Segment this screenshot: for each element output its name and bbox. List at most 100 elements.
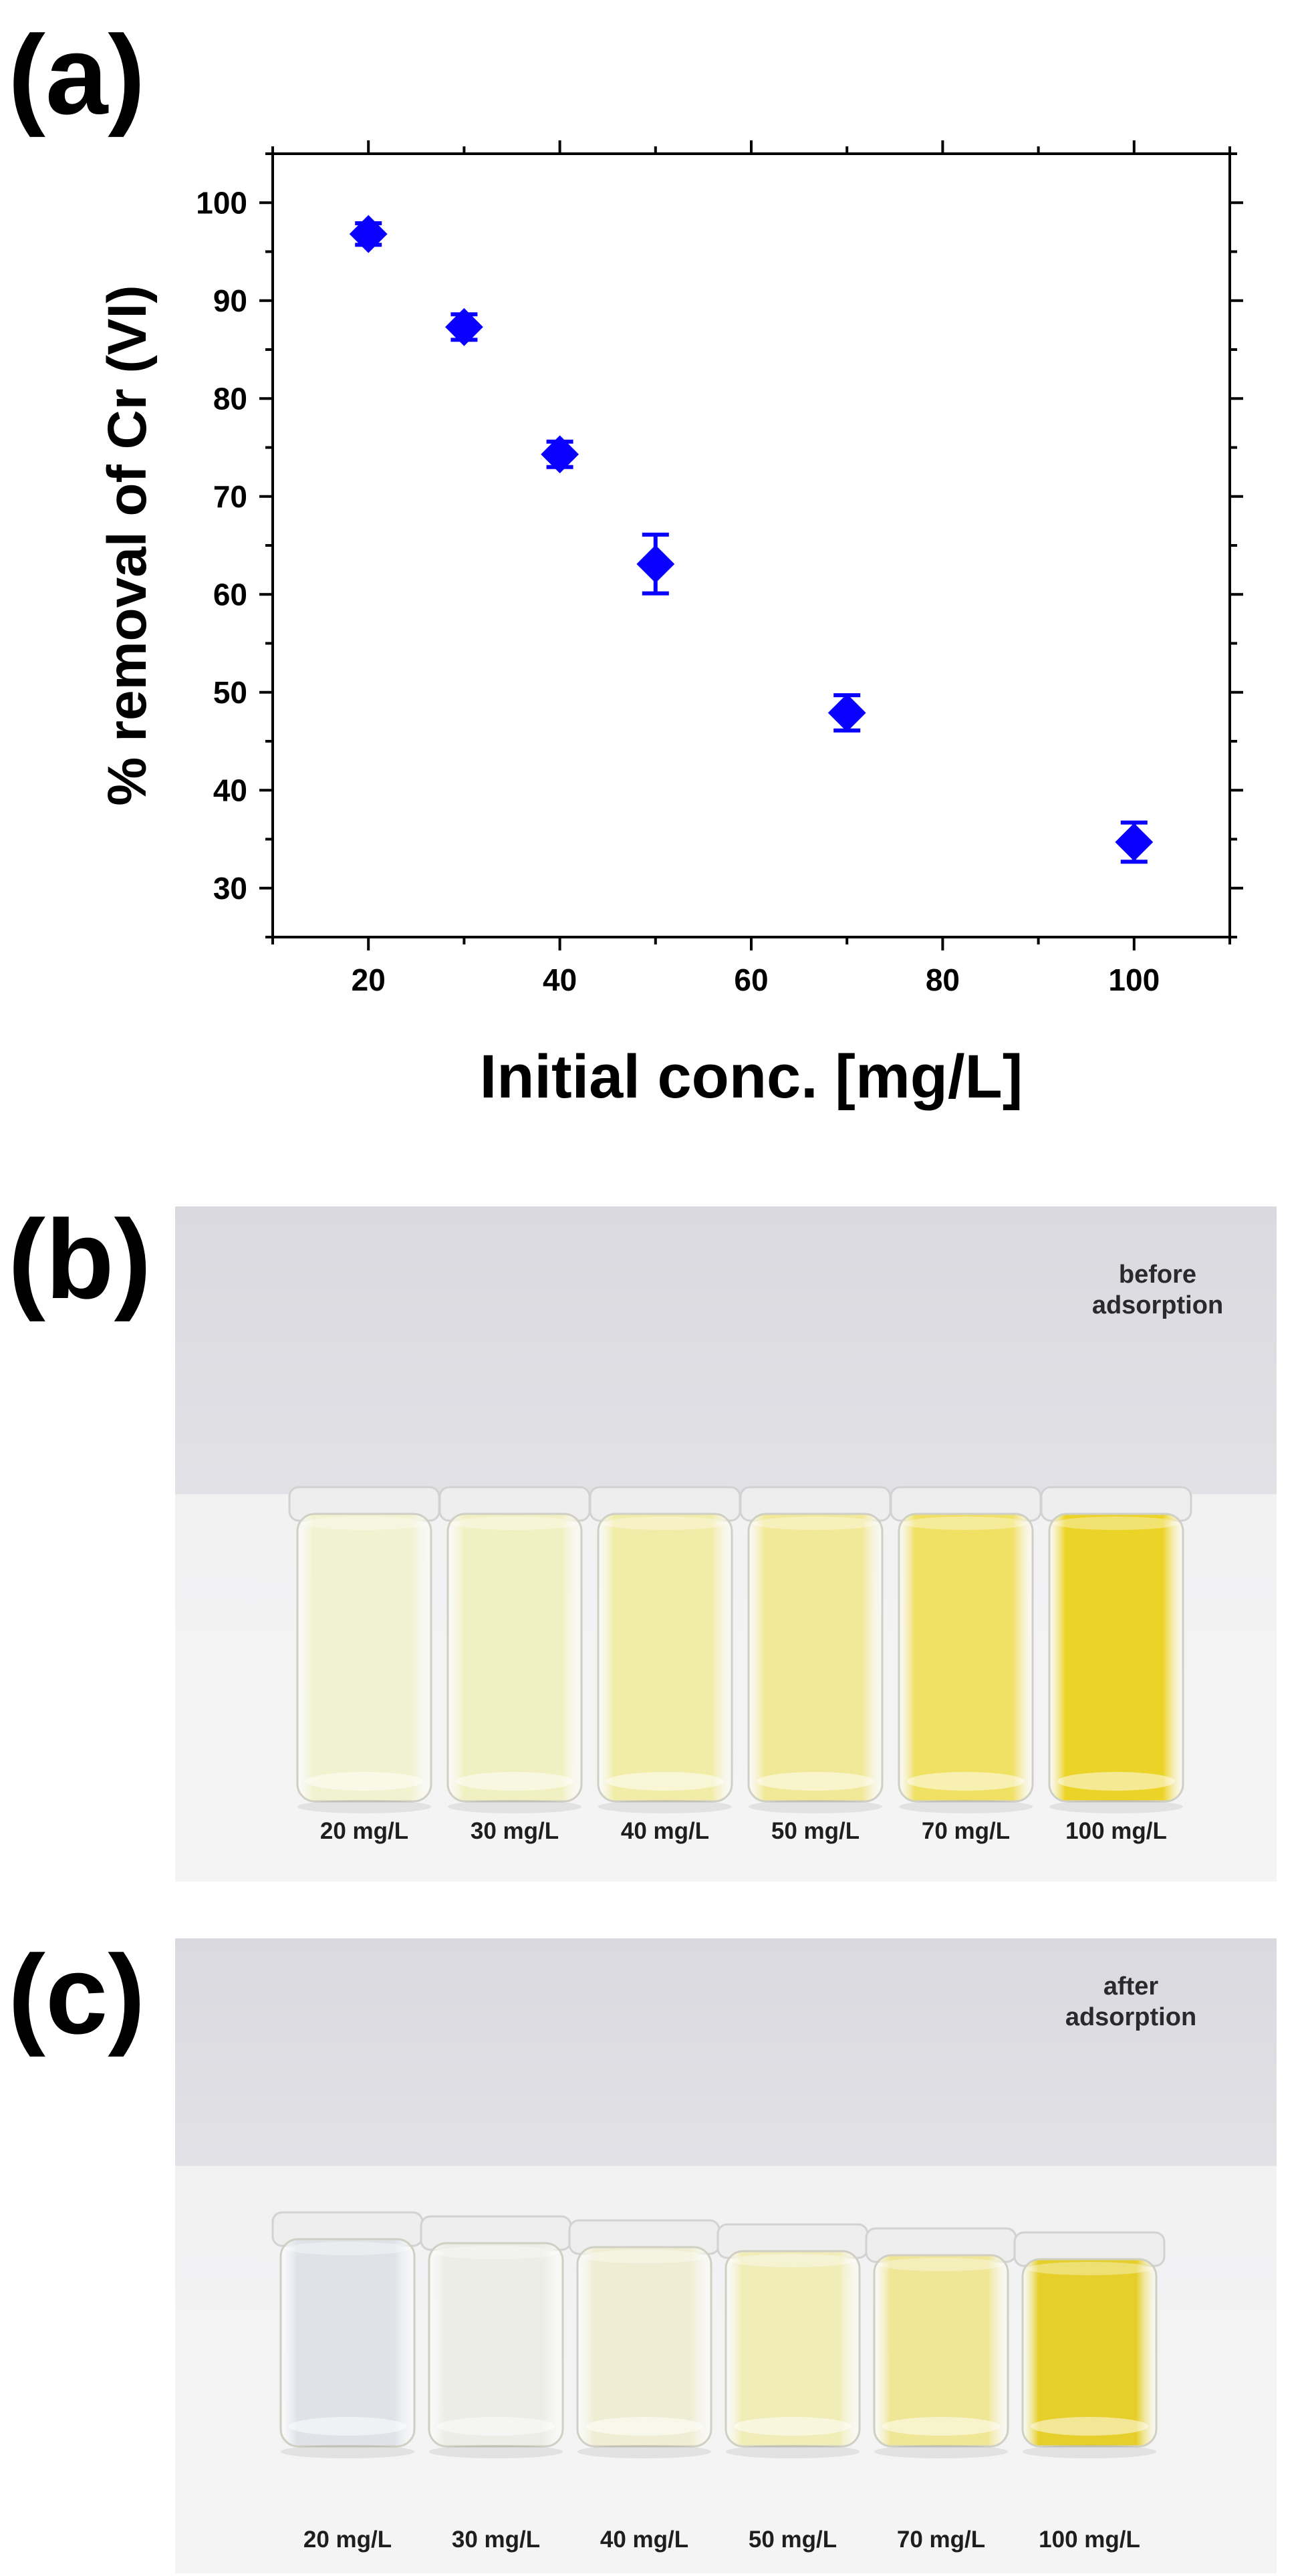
x-tick-label: 80	[926, 962, 960, 997]
caption-line-2: adsorption	[1065, 2003, 1197, 2031]
vial	[420, 2215, 572, 2458]
panel-label-a: (a)	[8, 12, 146, 138]
diamond-marker	[1115, 823, 1154, 862]
x-tick-label: 40	[543, 962, 577, 997]
vial-solution	[1048, 1513, 1184, 1803]
panel-label-b: (b)	[8, 1196, 152, 1322]
vial-base-reflection	[1031, 2417, 1148, 2436]
vial-solution	[898, 1513, 1034, 1803]
plot-frame	[271, 152, 1231, 938]
vial-base-reflection	[907, 1772, 1025, 1791]
vial-meniscus	[452, 1517, 577, 1530]
caption-line-1: after	[1103, 1972, 1159, 2001]
vial-shadow	[297, 1800, 431, 1813]
vial-base-reflection	[305, 1772, 423, 1791]
caption-line-1: before	[1118, 1261, 1197, 1289]
x-tick-label: 60	[734, 962, 768, 997]
vial-solution	[446, 1513, 583, 1803]
x-axis-title: Initial conc. [mg/L]	[480, 1043, 1023, 1111]
y-tick-label: 80	[213, 381, 247, 416]
data-point	[1115, 820, 1154, 864]
vial-solution	[873, 2254, 1009, 2448]
data-point	[444, 307, 483, 346]
diamond-marker	[541, 435, 579, 474]
vial-meniscus	[1053, 1517, 1179, 1530]
vial-solution	[576, 2246, 712, 2448]
vial-meniscus	[433, 2246, 559, 2259]
y-tick-label: 30	[213, 871, 247, 906]
y-axis-title: % removal of Cr (VI)	[97, 285, 158, 805]
vial-meniscus	[753, 1517, 878, 1530]
vial	[739, 1486, 892, 1813]
vial-meniscus	[602, 1517, 728, 1530]
caption-before-adsorption: before adsorption	[1064, 1260, 1251, 1321]
vial-shadow	[749, 1800, 882, 1813]
vial-shadow	[281, 2445, 414, 2458]
vial-shadow	[448, 1800, 581, 1813]
diamond-marker	[349, 215, 388, 253]
diamond-marker	[444, 307, 483, 346]
vial	[890, 1486, 1042, 1813]
diamond-marker	[636, 545, 675, 584]
panel-label-c: (c)	[8, 1932, 146, 2057]
vial-concentration-label: 20 mg/L	[303, 2527, 392, 2553]
photo-before-adsorption: before adsorption 20 mg/L 30 mg/L 40 mg/L 5…	[175, 1206, 1277, 1882]
vial-base-reflection	[757, 1772, 874, 1791]
vial	[716, 2223, 869, 2458]
vial-meniscus	[285, 2242, 410, 2255]
vial-concentration-label: 30 mg/L	[451, 2527, 541, 2553]
vial-solution	[725, 2250, 861, 2448]
vial-shadow	[726, 2445, 860, 2458]
vial-meniscus	[878, 2258, 1004, 2271]
vial-shadow	[429, 2445, 563, 2458]
scatter-chart: 20 40 60 80 100 30 40 50 60 70 80 90 100 Initial conc…	[97, 140, 1243, 1111]
x-tick-label: 20	[352, 962, 386, 997]
vial	[865, 2227, 1017, 2458]
vial-shadow	[874, 2445, 1008, 2458]
vial-meniscus	[730, 2254, 856, 2267]
vial-base-reflection	[734, 2417, 852, 2436]
vial	[1040, 1486, 1192, 1813]
vial-solution	[279, 2238, 416, 2448]
vial-meniscus	[1027, 2262, 1152, 2275]
data-point	[636, 532, 675, 596]
data-point	[827, 693, 866, 733]
y-tick-label: 50	[213, 675, 247, 710]
vial-base-reflection	[882, 2417, 1000, 2436]
vial-shadow	[899, 1800, 1033, 1813]
diamond-marker	[827, 694, 866, 732]
vial-shadow	[598, 1800, 732, 1813]
vial-shadow	[1049, 1800, 1183, 1813]
vial-concentration-label: 70 mg/L	[896, 2527, 986, 2553]
vial-concentration-label: 40 mg/L	[620, 1818, 710, 1844]
data-point	[541, 435, 579, 474]
vial-solution	[428, 2242, 564, 2448]
vial-concentration-label: 20 mg/L	[319, 1818, 409, 1844]
data-point	[349, 215, 388, 253]
caption-line-2: adsorption	[1091, 1291, 1224, 1319]
vial-concentration-label: 50 mg/L	[748, 2527, 837, 2553]
vial	[288, 1486, 440, 1813]
vial	[1013, 2231, 1166, 2458]
vial-base-reflection	[437, 2417, 555, 2436]
vial	[589, 1486, 741, 1813]
caption-after-adsorption: after adsorption	[1037, 1972, 1224, 2033]
vial-concentration-label: 30 mg/L	[470, 1818, 559, 1844]
vial	[271, 2211, 424, 2458]
vial-solution	[296, 1513, 432, 1803]
vial-base-reflection	[289, 2417, 406, 2436]
vial-solution	[747, 1513, 884, 1803]
vial-shadow	[577, 2445, 711, 2458]
vial-base-reflection	[606, 1772, 724, 1791]
vial-concentration-label: 40 mg/L	[600, 2527, 689, 2553]
vial	[568, 2219, 720, 2458]
vial-concentration-label: 70 mg/L	[921, 1818, 1011, 1844]
vial-shadow	[1023, 2445, 1156, 2458]
y-tick-label: 100	[196, 185, 247, 220]
vial-concentration-label: 100 mg/L	[1065, 1818, 1167, 1844]
vial-concentration-label: 100 mg/L	[1039, 2527, 1140, 2553]
y-tick-label: 70	[213, 479, 247, 514]
vial-solution	[1021, 2258, 1158, 2448]
vial-base-reflection	[1057, 1772, 1175, 1791]
vial-solution	[597, 1513, 733, 1803]
